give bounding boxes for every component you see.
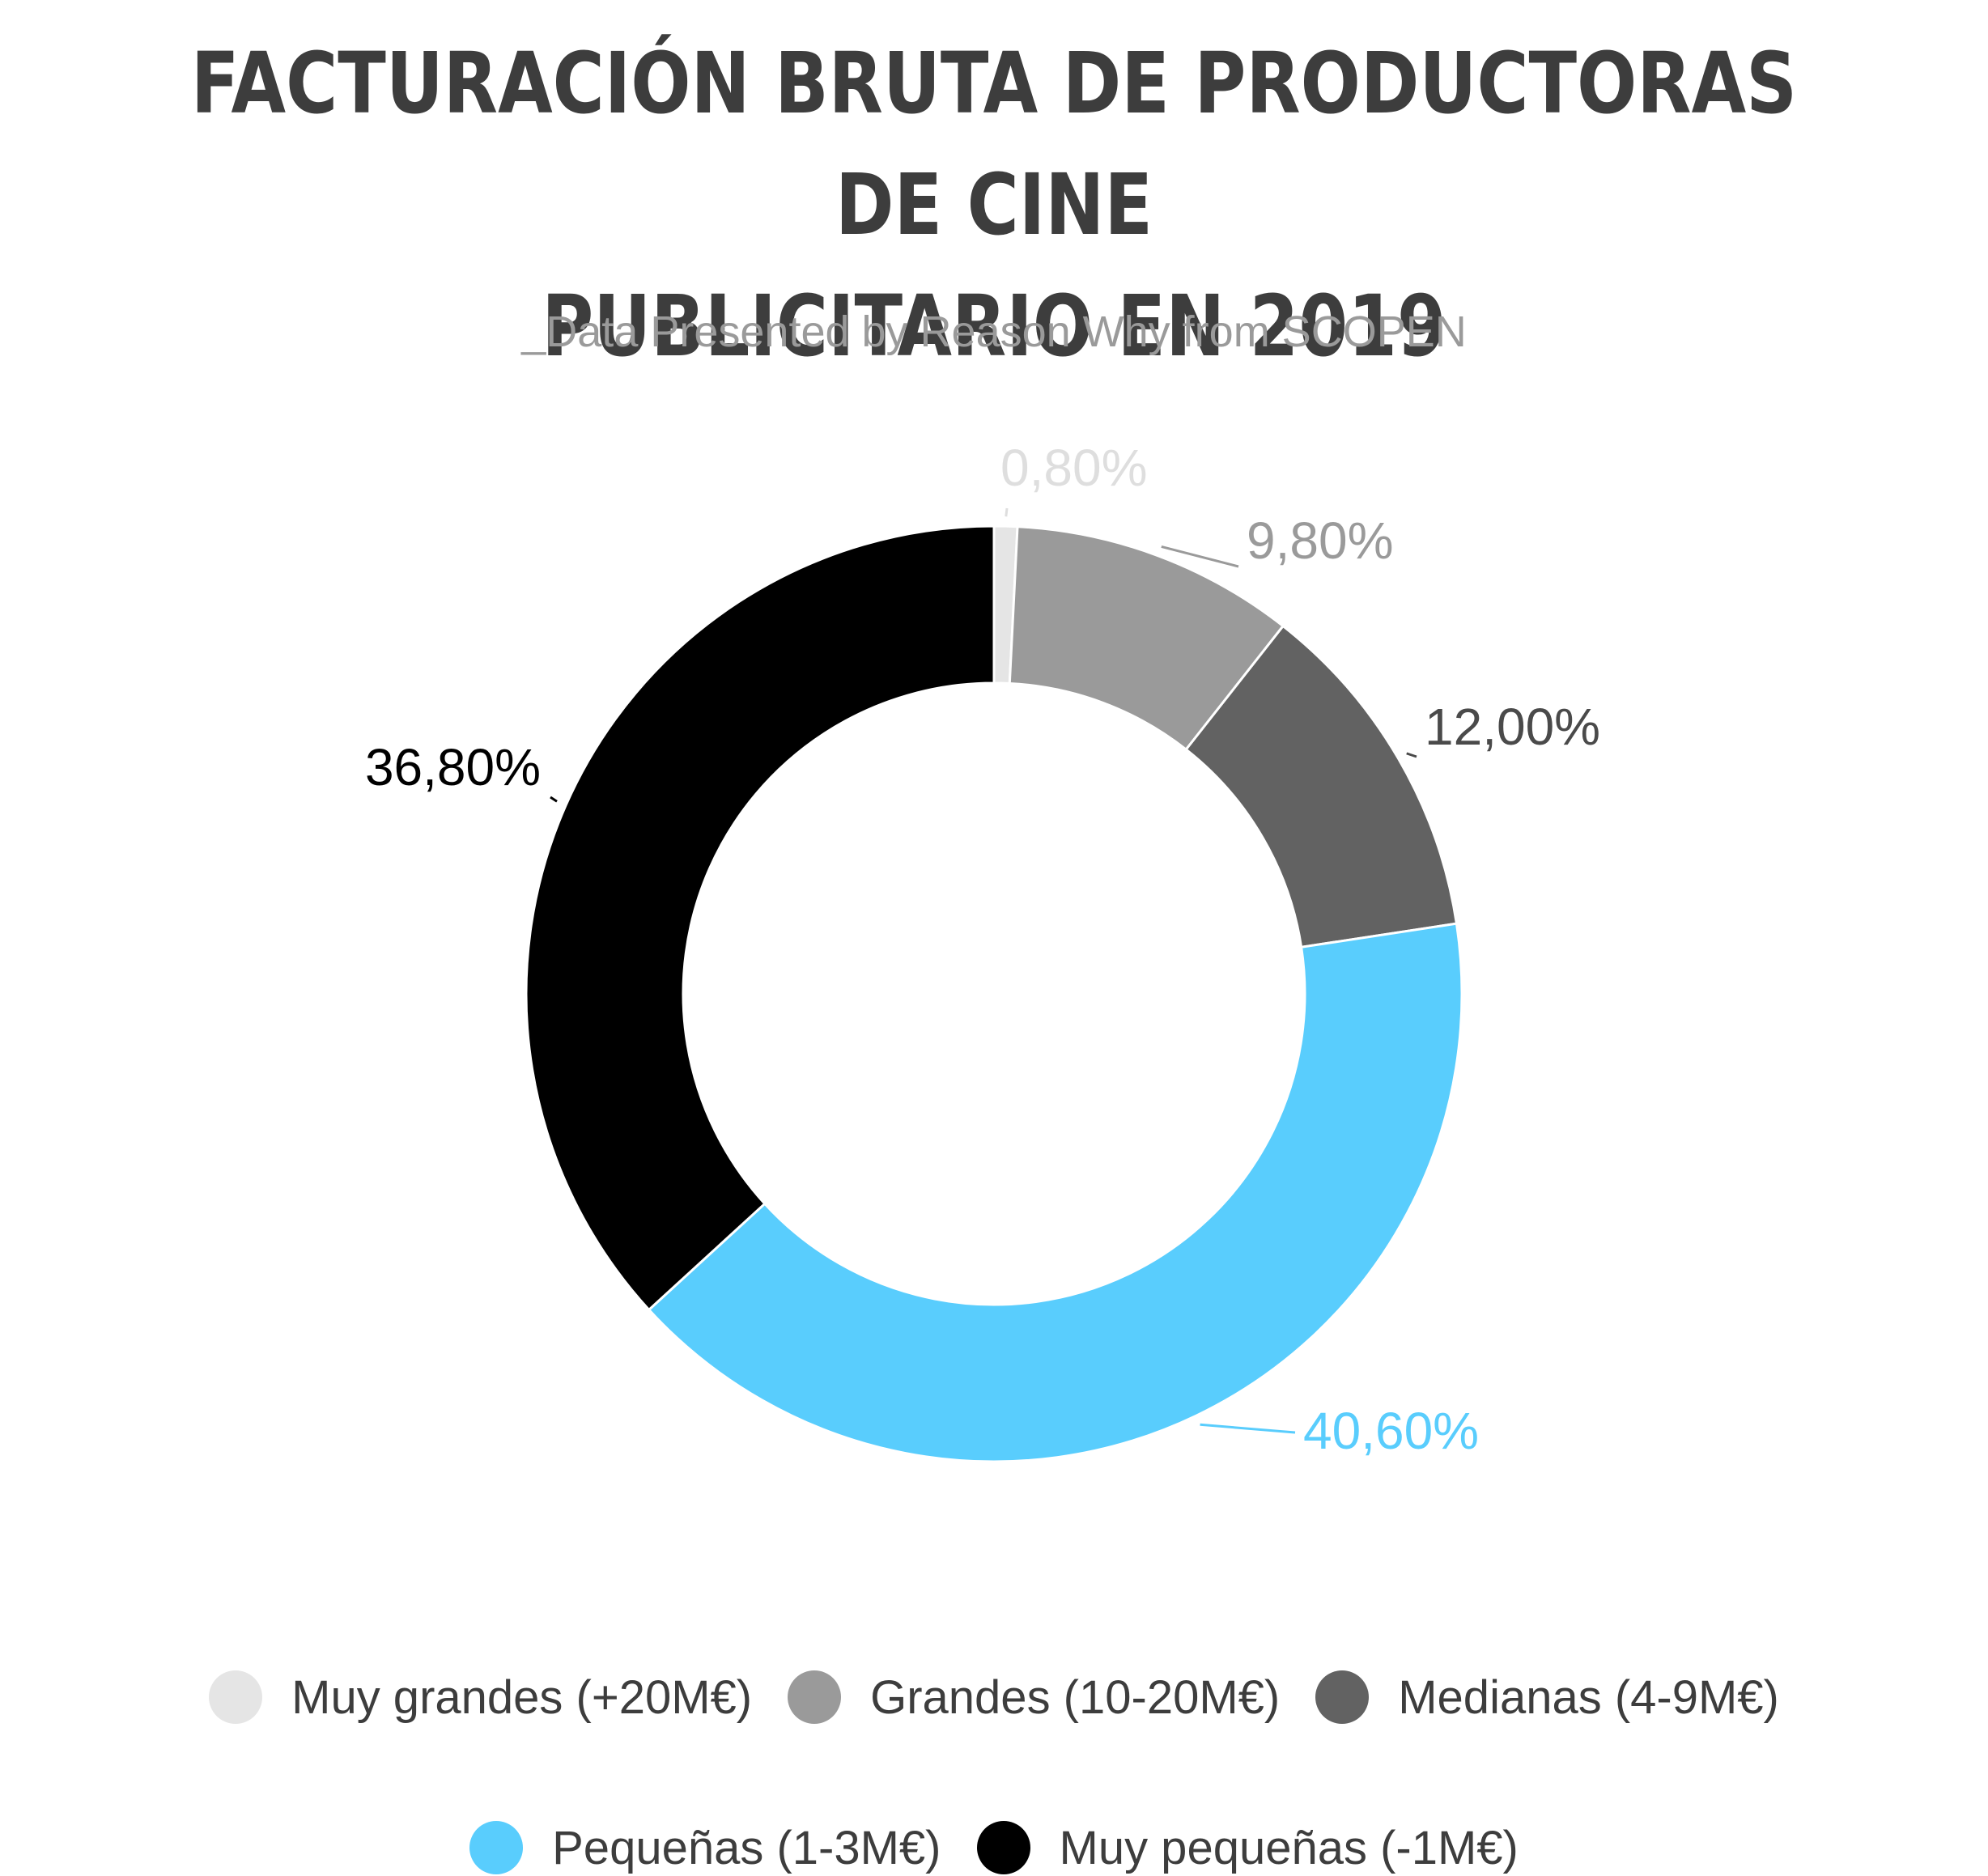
chart-title-line-2: PUBLICITARIO EN 2019 — [542, 277, 1446, 376]
legend-label-muy-grandes: Muy grandes (+20M€) — [291, 1670, 753, 1724]
leader-line-muy-pequenas — [550, 796, 558, 803]
legend-label-muy-pequenas: Muy pequeñas (-1M€) — [1059, 1821, 1519, 1874]
legend-item-muy-grandes: Muy grandes (+20M€) — [209, 1669, 752, 1725]
donut-slice-pequenas — [647, 922, 1463, 1463]
legend-item-pequenas: Pequeñas (1-3M€) — [469, 1819, 941, 1876]
leader-line-muy-grandes — [1005, 507, 1009, 517]
legend-label-pequenas: Pequeñas (1-3M€) — [552, 1821, 941, 1874]
legend-swatch-muy-grandes — [209, 1670, 263, 1724]
chart-subtitle: _Data Presented by Reason Why from SCOPE… — [521, 308, 1467, 356]
leader-line-pequenas — [1200, 1423, 1296, 1434]
data-label-pequenas: 40,60% — [1303, 1402, 1479, 1460]
legend-item-muy-pequenas: Muy pequeñas (-1M€) — [976, 1819, 1519, 1876]
legend-swatch-pequenas — [469, 1821, 524, 1874]
legend-row-2: Pequeñas (1-3M€) Muy pequeñas (-1M€) — [0, 1819, 1988, 1876]
leader-line-grandes — [1161, 545, 1239, 568]
data-label-muy-grandes: 0,80% — [1000, 439, 1147, 497]
donut-slice-muy-pequenas — [525, 524, 996, 1312]
legend-swatch-grandes — [788, 1670, 842, 1724]
data-label-grandes: 9,80% — [1247, 511, 1393, 570]
leader-line-medianas — [1406, 752, 1417, 758]
legend-label-medianas: Medianas (4-9M€) — [1398, 1670, 1779, 1724]
chart-title-line-1: FACTURACIÓN BRUTA DE PRODUCTORAS DE CINE — [190, 34, 1798, 254]
legend-label-grandes: Grandes (10-20M€) — [870, 1670, 1281, 1724]
donut-chart: 0,80% 9,80% 12,00% 40,60% 36,80% — [365, 439, 1600, 1463]
chart-title: FACTURACIÓN BRUTA DE PRODUCTORAS DE CINE… — [159, 23, 1829, 387]
legend-swatch-medianas — [1315, 1670, 1370, 1724]
legend-item-medianas: Medianas (4-9M€) — [1315, 1669, 1779, 1725]
legend-row-1: Muy grandes (+20M€) Grandes (10-20M€) Me… — [0, 1669, 1988, 1725]
data-label-medianas: 12,00% — [1425, 698, 1600, 756]
data-label-muy-pequenas: 36,80% — [365, 738, 541, 796]
legend-item-grandes: Grandes (10-20M€) — [788, 1669, 1280, 1725]
legend-swatch-muy-pequenas — [976, 1821, 1030, 1874]
